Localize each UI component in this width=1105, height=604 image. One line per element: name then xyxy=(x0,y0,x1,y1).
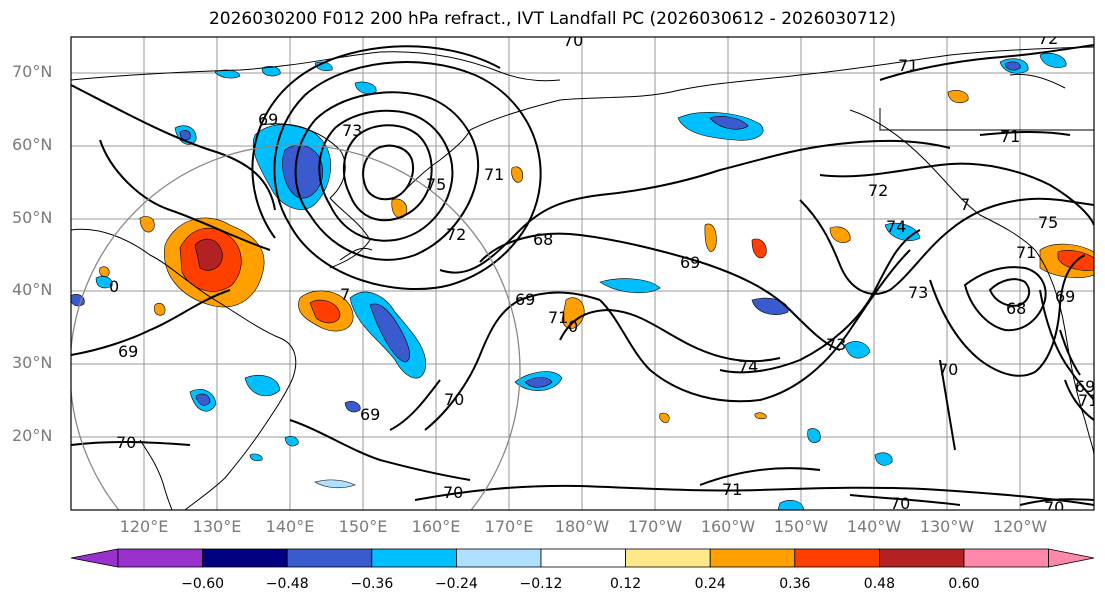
colorbar-segment xyxy=(709,548,796,568)
colorbar-segment xyxy=(117,548,203,568)
coastlines xyxy=(71,46,1094,510)
contour-label: 73 xyxy=(908,283,928,302)
colorbar-tick-label: −0.36 xyxy=(350,576,394,592)
contour-labels: 70 71 72 69 73 75 71 72 68 69 0 69 7 71 … xyxy=(109,29,1098,517)
lon-label: 150°W xyxy=(773,517,829,536)
contour-label: 68 xyxy=(1006,299,1026,318)
map-title: 2026030200 F012 200 hPa refract., IVT La… xyxy=(208,9,896,29)
contour-label: 70 xyxy=(1044,498,1064,517)
lat-label: 70°N xyxy=(12,62,53,81)
contour-label: 70 xyxy=(444,390,464,409)
lat-lon-grid xyxy=(71,37,1094,510)
contour-label: 69 xyxy=(258,110,278,129)
contour-label: 0 xyxy=(568,317,578,336)
contour-label: 73 xyxy=(826,335,846,354)
lon-label: 130°W xyxy=(919,517,975,536)
colorbar-extend-max xyxy=(1048,548,1095,568)
lat-label: 30°N xyxy=(12,353,53,372)
contour-label: 73 xyxy=(342,121,362,140)
contour-label: 72 xyxy=(1038,29,1058,48)
colorbar-tick-label: −0.12 xyxy=(519,576,563,592)
colorbar-tick-label: 0.12 xyxy=(610,576,642,592)
map-frame xyxy=(70,36,1095,511)
contour-label: 70 xyxy=(443,483,463,502)
contour-label: 69 xyxy=(515,290,535,309)
colorbar-tick-label: −0.48 xyxy=(265,576,309,592)
contour-label: 69 xyxy=(680,253,700,272)
colorbar-tick-label: −0.24 xyxy=(434,576,478,592)
contour-lines xyxy=(71,44,1094,506)
contour-label: 69 xyxy=(360,405,380,424)
contour-label: 70 xyxy=(563,31,583,50)
map-plot-area: 70 71 72 69 73 75 71 72 68 69 0 69 7 71 … xyxy=(71,29,1098,517)
contour-label: 70 xyxy=(116,433,136,452)
colorbar-segment xyxy=(371,548,457,568)
contour-label: 71 xyxy=(1016,243,1036,262)
contour-label: 71 xyxy=(484,165,504,184)
colorbar-tick-label: 0.36 xyxy=(779,576,811,592)
landfall-circle xyxy=(71,144,521,510)
lon-label: 120°W xyxy=(992,517,1048,536)
colorbar-extend-min xyxy=(70,548,119,568)
colorbar-segment xyxy=(963,548,1049,568)
contour-label: 70 xyxy=(938,360,958,379)
lon-label: 140°E xyxy=(265,517,315,536)
lon-label: 170°E xyxy=(484,517,534,536)
contour-label: 7 xyxy=(340,285,350,304)
contour-label: 74 xyxy=(738,357,758,376)
lon-label: 160°E xyxy=(411,517,461,536)
lat-label: 60°N xyxy=(12,135,53,154)
contour-label: 69 xyxy=(1075,377,1095,396)
colorbar-tick-label: 0.24 xyxy=(694,576,726,592)
contour-label: 75 xyxy=(426,175,446,194)
lon-label: 150°E xyxy=(338,517,388,536)
lon-label: 180°W xyxy=(554,517,610,536)
contour-label: 70 xyxy=(890,494,910,513)
colorbar-segment xyxy=(202,548,288,568)
contour-label: 69 xyxy=(1055,287,1075,306)
lon-label: 120°E xyxy=(119,517,169,536)
contour-label: 69 xyxy=(118,342,138,361)
contour-label: 71 xyxy=(1000,127,1020,146)
contour-label: 72 xyxy=(446,225,466,244)
contour-label: 72 xyxy=(868,181,888,200)
colorbar-segment xyxy=(286,548,373,568)
colorbar-segment xyxy=(625,548,711,568)
colorbar-tick-label: 0.60 xyxy=(948,576,980,592)
colorbar-segment xyxy=(879,548,965,568)
lon-label: 160°W xyxy=(700,517,756,536)
lat-label: 50°N xyxy=(12,208,53,227)
lat-label: 40°N xyxy=(12,280,53,299)
lon-label: 130°E xyxy=(192,517,242,536)
lon-label: 170°W xyxy=(627,517,683,536)
contour-label: 71 xyxy=(1078,391,1098,410)
contour-label: 74 xyxy=(886,217,906,236)
colorbar-tick-label: 0.48 xyxy=(863,576,895,592)
contour-label: 71 xyxy=(722,480,742,499)
colorbar-segment xyxy=(455,548,542,568)
contour-label: 0 xyxy=(109,277,119,296)
contour-label: 7 xyxy=(960,195,970,214)
contour-label: 75 xyxy=(1038,213,1058,232)
colorbar xyxy=(70,548,1095,568)
lat-label: 20°N xyxy=(12,426,53,445)
contour-label: 71 xyxy=(548,308,568,327)
colorbar-segment xyxy=(794,548,880,568)
colorbar-tick-label: −0.60 xyxy=(181,576,225,592)
colorbar-segment xyxy=(540,548,626,568)
contour-label: 68 xyxy=(533,230,553,249)
contour-label: 71 xyxy=(898,56,918,75)
lon-label: 140°W xyxy=(846,517,902,536)
